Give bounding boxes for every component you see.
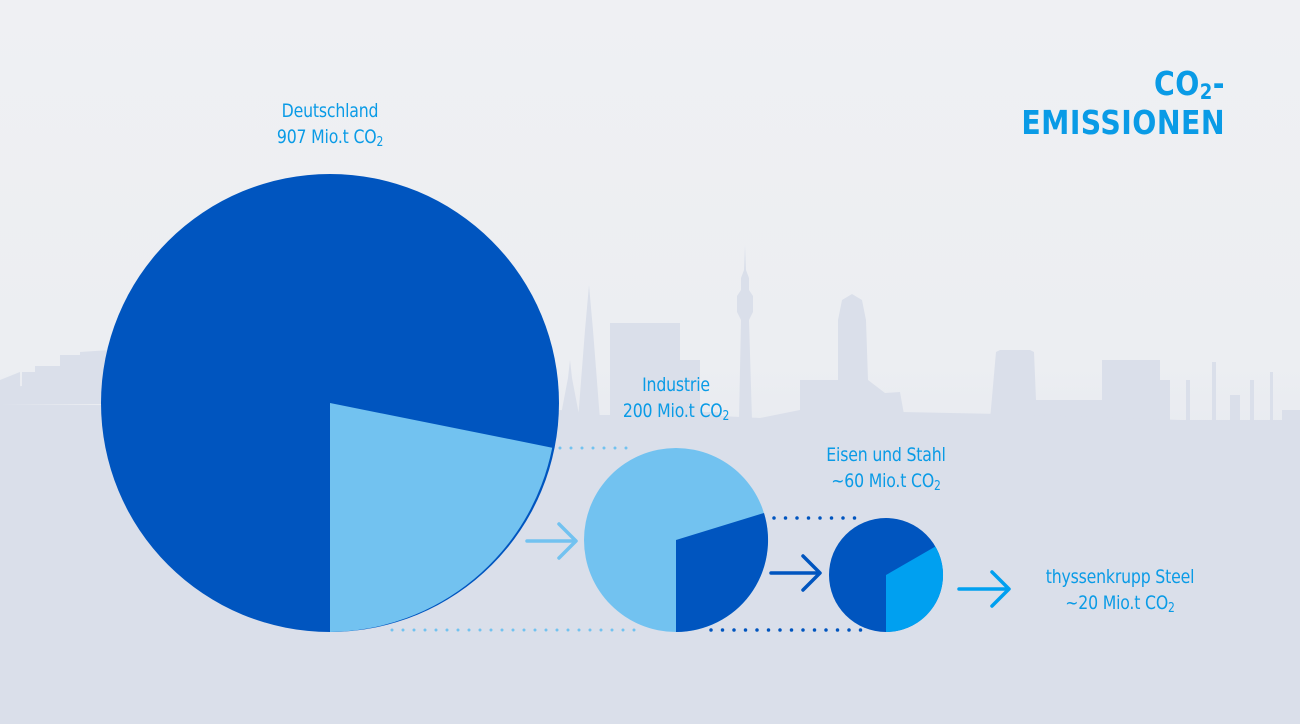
label-deutschland: Deutschland 907 Mio.t CO2: [238, 98, 422, 150]
label-name: Eisen und Stahl: [826, 444, 946, 466]
pie-deutschland: [101, 174, 559, 632]
label-value: ~60 Mio.t CO2: [831, 470, 941, 494]
page-title: CO2-EMISSIONEN: [1021, 64, 1225, 142]
pie-industrie: [584, 448, 769, 632]
label-value: 907 Mio.t CO2: [276, 126, 384, 150]
label-industrie: Industrie 200 Mio.t CO2: [584, 372, 768, 424]
slice-industrie: [330, 403, 553, 632]
slice-eisen-und-stahl: [676, 513, 769, 632]
pie-eisen-und-stahl: [829, 518, 944, 632]
label-eisen-und-stahl: Eisen und Stahl ~60 Mio.t CO2: [794, 442, 978, 494]
arrow-right-icon-2: [769, 554, 822, 592]
arrow-right-icon-1: [525, 522, 578, 560]
slice-thyssenkrupp-steel: [886, 546, 944, 632]
label-name: Industrie: [642, 374, 710, 396]
label-name: Deutschland: [281, 100, 379, 122]
label-name: thyssenkrupp Steel: [1045, 566, 1195, 588]
arrow-right-icon-3: [957, 570, 1011, 608]
label-thyssenkrupp-steel: thyssenkrupp Steel ~20 Mio.t CO2: [1019, 564, 1221, 616]
label-value: 200 Mio.t CO2: [622, 400, 730, 424]
label-value: ~20 Mio.t CO2: [1065, 592, 1175, 616]
